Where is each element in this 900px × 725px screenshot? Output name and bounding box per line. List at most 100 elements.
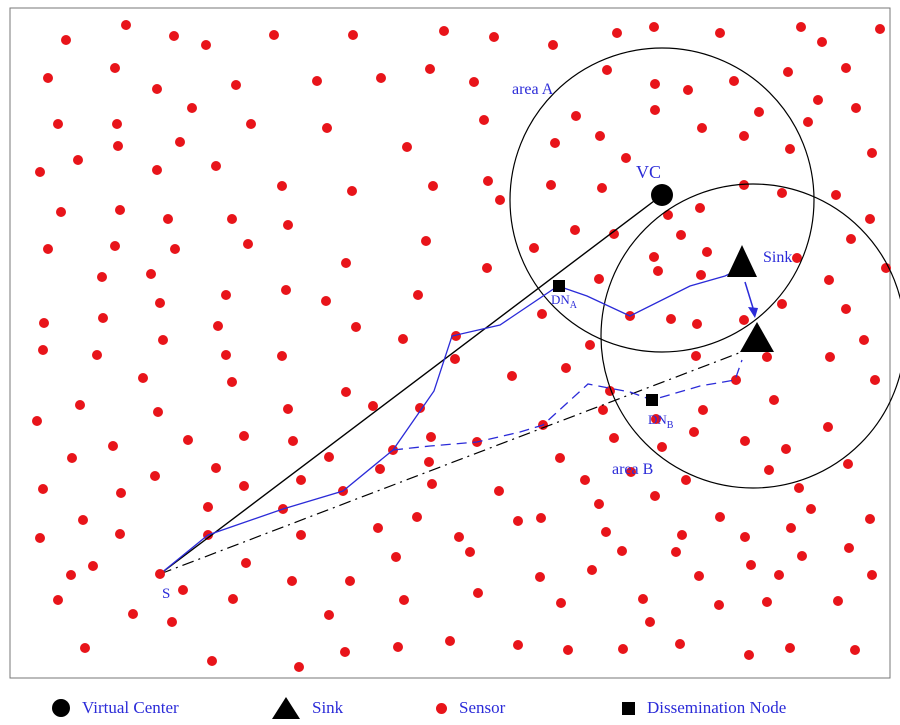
sensor-node	[347, 186, 357, 196]
virtual-center-icon	[52, 699, 70, 717]
sensor-node	[650, 79, 660, 89]
sensor-node	[555, 453, 565, 463]
sensor-node	[806, 504, 816, 514]
sensor-node	[80, 643, 90, 653]
diagram-frame	[9, 7, 891, 679]
sensor-node	[844, 543, 854, 553]
sensor-node	[178, 585, 188, 595]
sensor-node	[398, 334, 408, 344]
sensor-node	[638, 594, 648, 604]
sensor-node	[777, 188, 787, 198]
sensor-node	[213, 321, 223, 331]
sensor-node	[571, 111, 581, 121]
sensor-node	[570, 225, 580, 235]
sensor-node	[817, 37, 827, 47]
sensor-node	[841, 304, 851, 314]
sensor-node	[548, 40, 558, 50]
sensor-node	[612, 28, 622, 38]
sensor-node	[867, 570, 877, 580]
sensor-node	[841, 63, 851, 73]
sensor-node	[465, 547, 475, 557]
sensor-node	[513, 516, 523, 526]
sensor-node	[797, 551, 807, 561]
sensor-node	[340, 647, 350, 657]
sensor-node	[187, 103, 197, 113]
sensor-node	[32, 416, 42, 426]
sensor-node	[375, 464, 385, 474]
sensor-node	[341, 387, 351, 397]
sensor-node	[618, 644, 628, 654]
sensor-node	[792, 253, 802, 263]
sensor-node	[777, 299, 787, 309]
sensor-node	[108, 441, 118, 451]
sensor-node	[507, 371, 517, 381]
sensor-node	[823, 422, 833, 432]
sensor-node	[412, 512, 422, 522]
sensor-node	[663, 210, 673, 220]
sensor-node	[851, 103, 861, 113]
sensor-node	[75, 400, 85, 410]
sensor-node	[666, 314, 676, 324]
legend-sink-label: Sink	[312, 698, 344, 717]
sensor-node	[833, 596, 843, 606]
source-to-vc-line	[159, 194, 663, 575]
sensor-node	[138, 373, 148, 383]
sensor-node	[563, 645, 573, 655]
sensor-node	[246, 119, 256, 129]
sensor-node	[183, 435, 193, 445]
sensor-node	[865, 514, 875, 524]
sensor-node	[754, 107, 764, 117]
sensor-node	[53, 595, 63, 605]
sensor-node	[824, 275, 834, 285]
sensor-node	[651, 414, 661, 424]
sensor-node	[158, 335, 168, 345]
sensor-node	[373, 523, 383, 533]
sensor-node	[78, 515, 88, 525]
sensor-node	[175, 137, 185, 147]
legend-virtual-center-label: Virtual Center	[82, 698, 179, 717]
sensor-node	[169, 31, 179, 41]
sensor-node	[594, 499, 604, 509]
area-b-circle	[600, 183, 900, 489]
sensor-node	[850, 645, 860, 655]
sensor-node	[859, 335, 869, 345]
sensor-node	[875, 24, 885, 34]
sensor-node	[870, 375, 880, 385]
sensor-node	[399, 595, 409, 605]
sensor-node	[675, 639, 685, 649]
sensor-node	[495, 195, 505, 205]
sensor-node	[445, 636, 455, 646]
sensor-node	[740, 532, 750, 542]
sensor-node	[609, 229, 619, 239]
sensor-node	[128, 609, 138, 619]
sensor-node	[428, 181, 438, 191]
sensor-node	[321, 296, 331, 306]
sensor-node	[241, 558, 251, 568]
sensor-node	[211, 463, 221, 473]
sensor-node	[482, 263, 492, 273]
sensor-node	[228, 594, 238, 604]
sensor-node	[739, 131, 749, 141]
sensor-node	[740, 436, 750, 446]
legend-sensor-label: Sensor	[459, 698, 506, 717]
dn-a-label: DNA	[551, 292, 578, 311]
sensor-node	[450, 354, 460, 364]
sensor-node	[424, 457, 434, 467]
sensor-node	[677, 530, 687, 540]
sensor-node	[597, 183, 607, 193]
sensor-node	[39, 318, 49, 328]
legend-virtual-center: Virtual Center	[52, 694, 179, 722]
sensor-node	[653, 266, 663, 276]
sensor-node	[66, 570, 76, 580]
path-to-new-sink	[392, 359, 743, 451]
sensor-node	[473, 588, 483, 598]
sensor-node	[609, 433, 619, 443]
sensor-node	[617, 546, 627, 556]
sensor-node	[153, 407, 163, 417]
sensor-node	[35, 167, 45, 177]
sensor-node	[393, 642, 403, 652]
sensor-node	[427, 479, 437, 489]
area-a-label: area A	[512, 81, 554, 98]
dn-a-sub: A	[570, 300, 578, 311]
sensor-node	[296, 530, 306, 540]
